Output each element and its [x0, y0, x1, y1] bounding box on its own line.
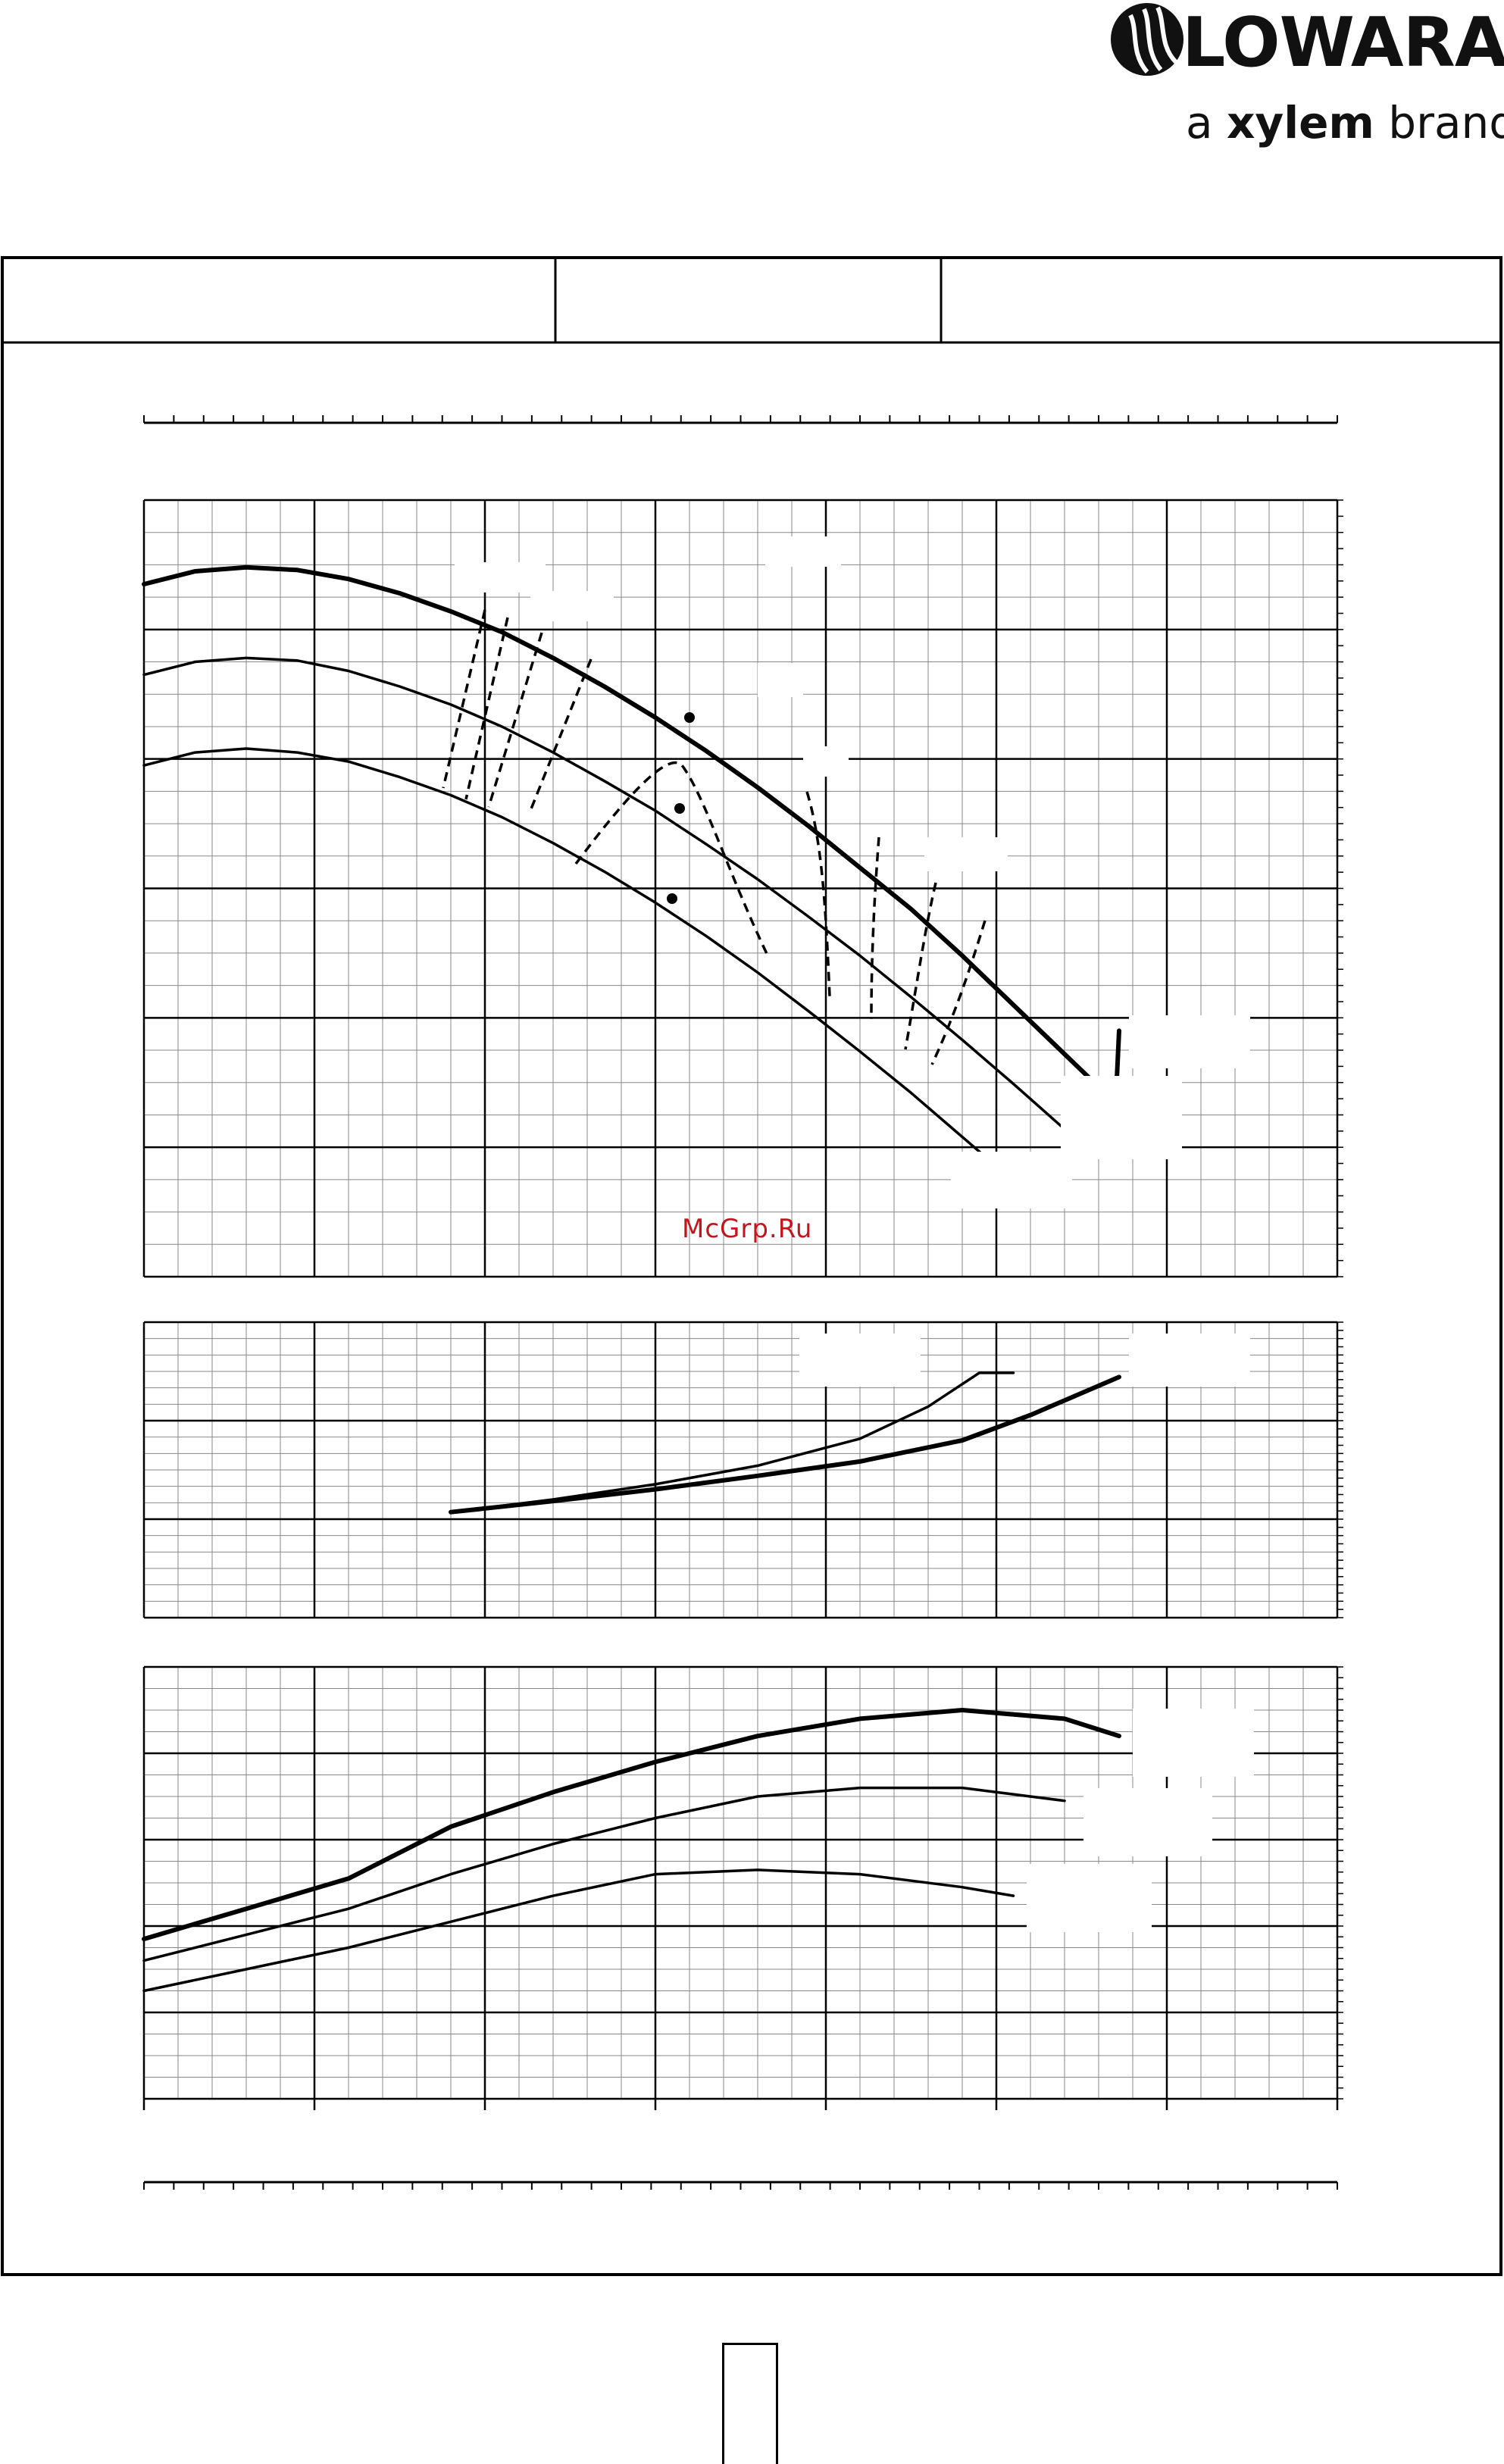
label-mask [924, 837, 1008, 871]
outer-frame [1, 256, 1502, 2276]
label-mask [951, 1152, 1072, 1209]
best-efficiency-point [674, 803, 685, 814]
curve-series-2 [449, 1371, 1015, 1514]
top-flow-scale [143, 415, 1338, 424]
lowara-logo [1111, 0, 1504, 159]
curve-series-2 [142, 656, 1066, 1131]
efficiency-isoline [574, 761, 771, 959]
curve-series-1 [449, 1374, 1121, 1515]
best-efficiency-point [684, 712, 695, 723]
label-mask [530, 591, 614, 621]
label-mask [1027, 1864, 1152, 1932]
brand-name: LOWARA [1182, 3, 1504, 83]
label-mask [1133, 1709, 1254, 1777]
label-mask [455, 562, 546, 593]
page-number-box [722, 2343, 778, 2464]
bottom-flow-scale [143, 2181, 1338, 2190]
label-mask [1061, 1076, 1182, 1159]
label-mask [765, 536, 841, 567]
label-mask [799, 1334, 921, 1387]
curve-series-3 [142, 1868, 1015, 1993]
efficiency-isoline [464, 617, 509, 800]
curve-series-2 [142, 1786, 1066, 1962]
label-mask [1083, 1788, 1212, 1856]
label-mask [1129, 1334, 1250, 1387]
curve-series-1 [142, 1708, 1121, 1942]
efficiency-isoline [487, 632, 543, 808]
efficiency-isolines [442, 609, 987, 1065]
efficiency-isoline [904, 882, 937, 1050]
efficiency-isoline [442, 609, 486, 789]
lowara-drop-icon [1111, 3, 1184, 76]
curve-series-1 [142, 564, 1121, 1106]
npsh-curve-chart [142, 1321, 1343, 1619]
tagline-suffix: brand [1374, 97, 1504, 149]
efficiency-isoline [930, 920, 987, 1065]
efficiency-isoline [805, 791, 831, 997]
best-efficiency-point [667, 893, 677, 904]
head-curve-chart [142, 499, 1343, 1278]
label-mask [758, 663, 803, 697]
efficiency-isoline [529, 658, 593, 811]
watermark: McGrp.Ru [682, 1214, 813, 1244]
label-mask [1129, 1015, 1250, 1068]
brand-tagline: a xylem brand [1186, 97, 1504, 149]
efficiency-isoline [870, 836, 880, 1020]
power-curve-chart [142, 1665, 1343, 2110]
curve-series-3 [142, 747, 1015, 1183]
tagline-bold: xylem [1226, 97, 1374, 149]
label-mask [803, 746, 849, 777]
tagline-prefix: a [1186, 97, 1227, 149]
